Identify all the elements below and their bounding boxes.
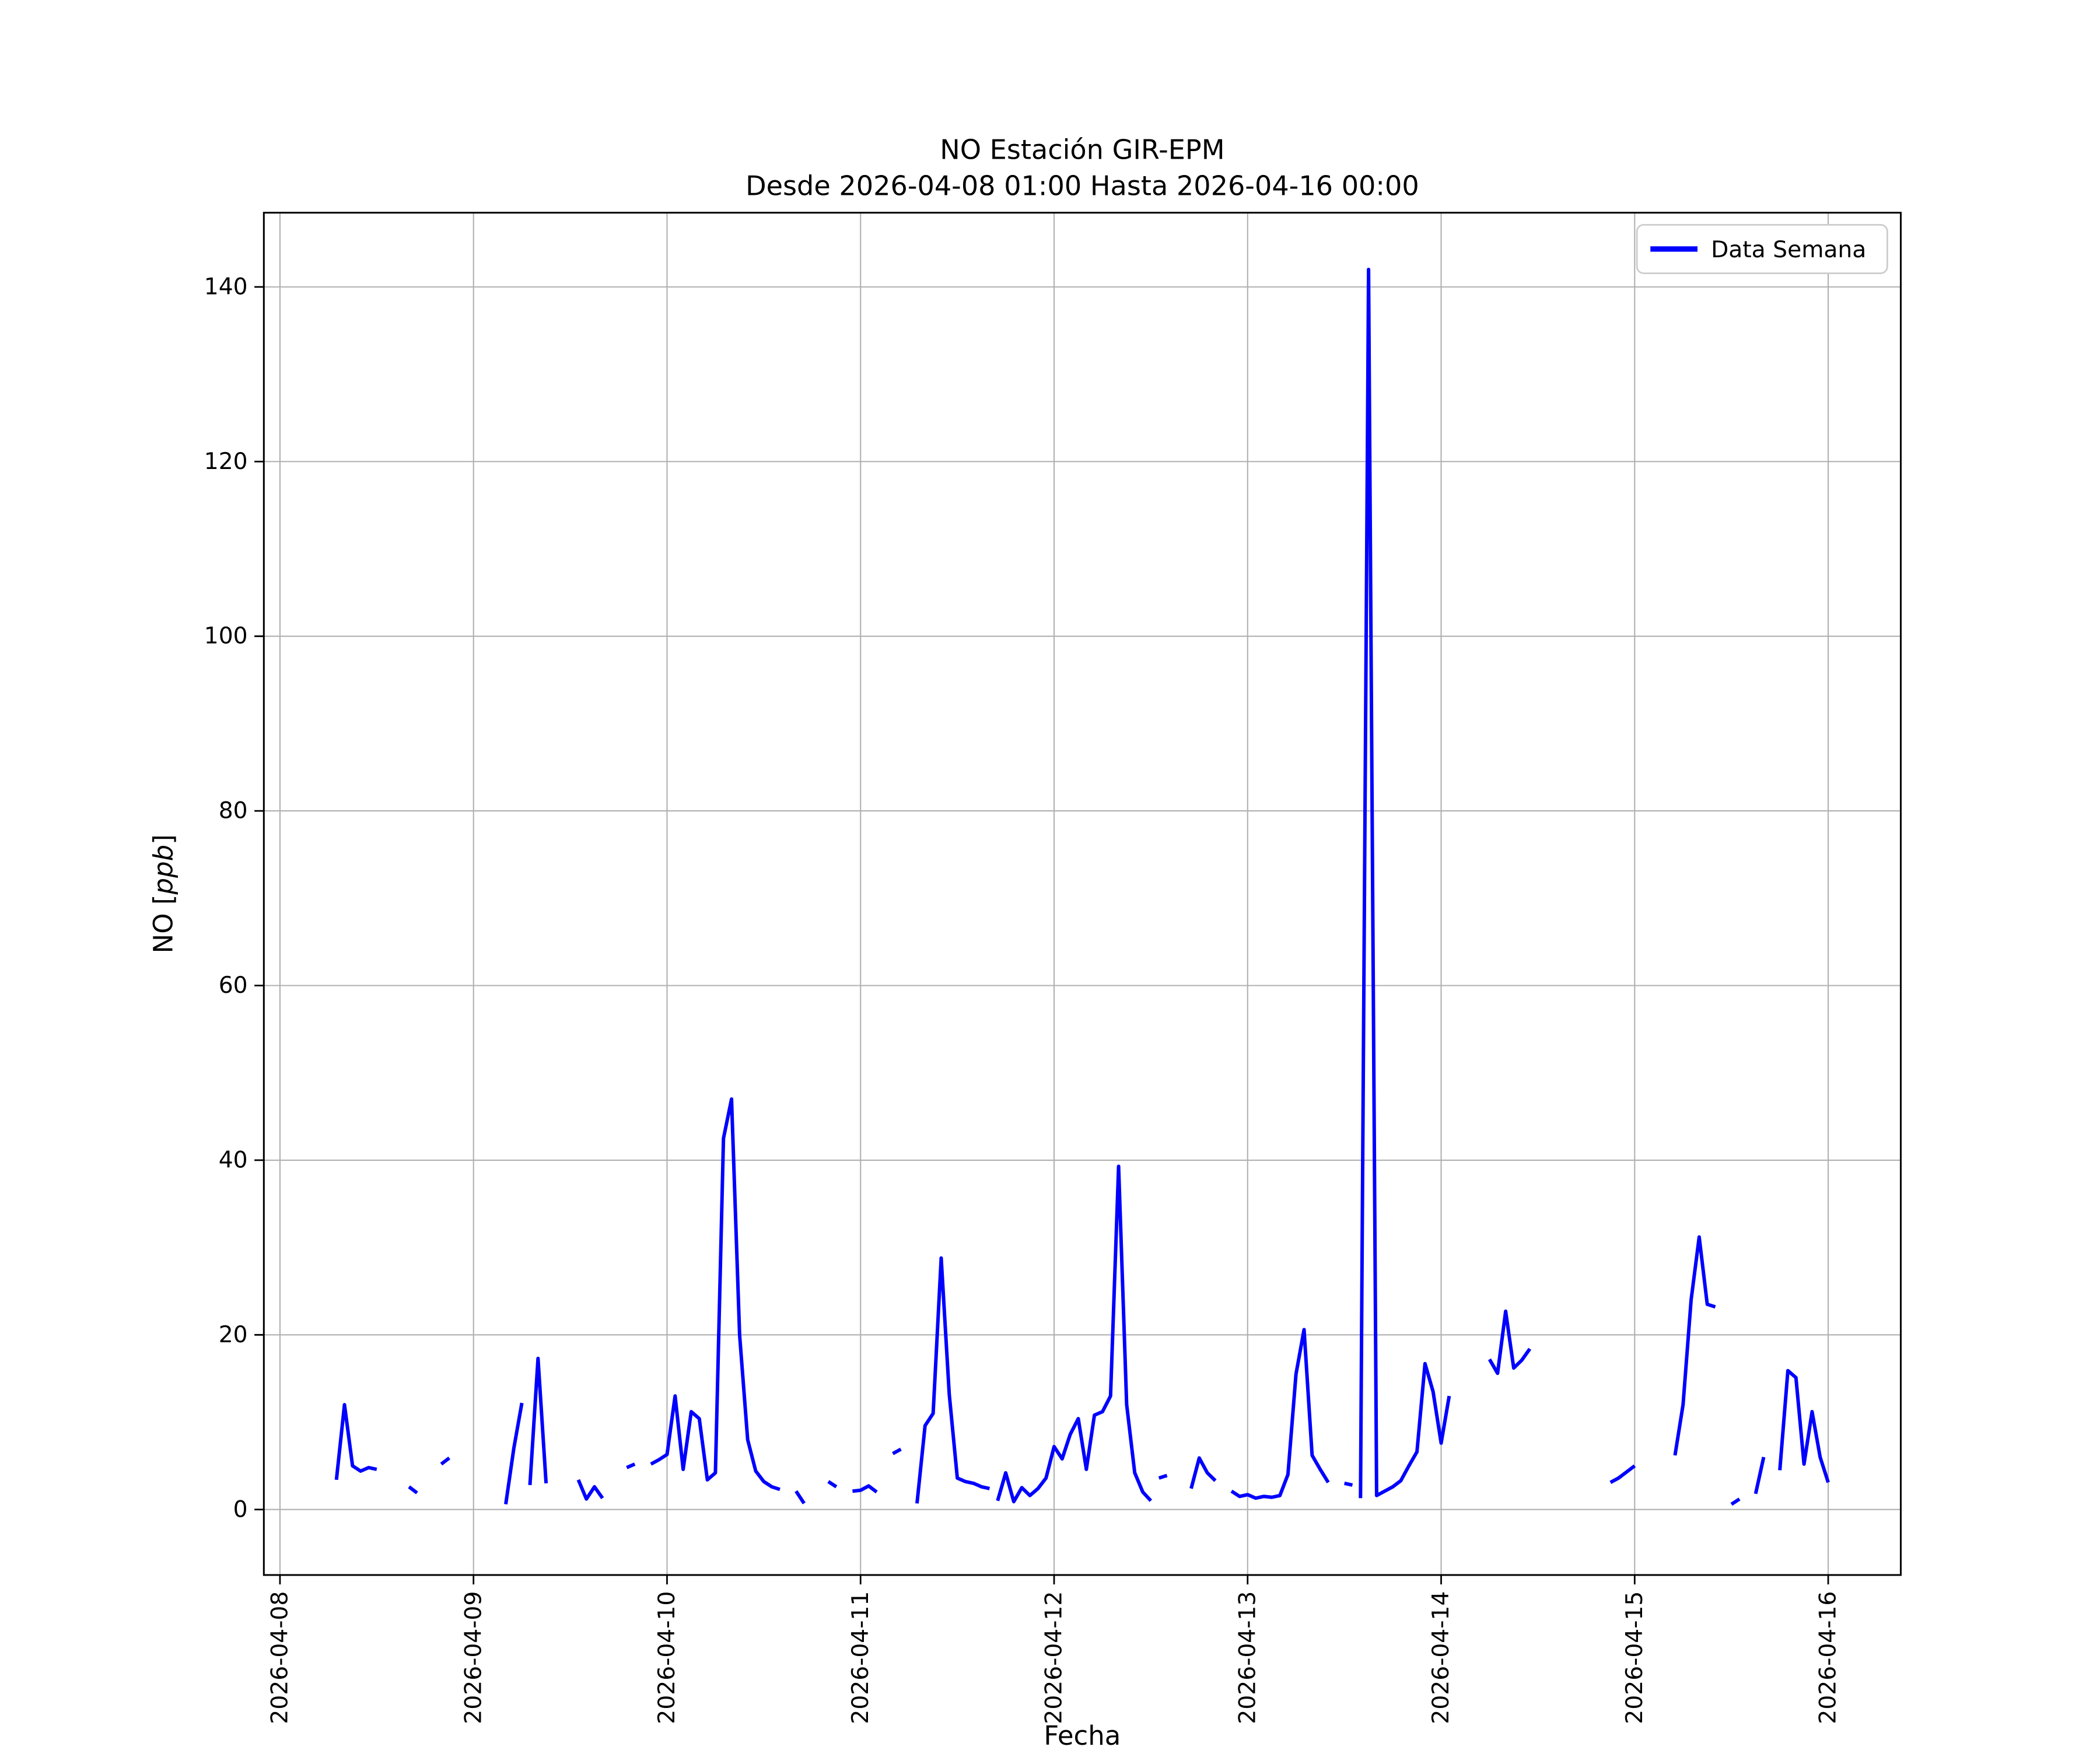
data-line-segment [1673,1235,1716,1456]
y-tick-label: 40 [219,1147,248,1173]
legend: Data Semana [1636,224,1888,274]
y-tick-label: 60 [219,972,248,999]
data-line-segment [1230,1328,1330,1500]
data-line-segment [1359,267,1451,1499]
data-series [334,267,1830,1506]
data-line-segment [892,1447,902,1455]
y-axis-label: NO [ppb] [148,834,178,953]
data-line-segment [1488,1309,1532,1376]
y-tick-label: 20 [219,1322,248,1348]
x-tick-label: 2026-04-16 [1815,1591,1842,1724]
data-line-segment [1778,1368,1830,1483]
data-line-segment [794,1490,806,1504]
data-line-segment [1344,1481,1353,1487]
data-line-segment [852,1484,878,1494]
data-line-segment [1158,1474,1168,1480]
data-line-segment [1189,1456,1217,1489]
axis-ticks [254,286,1829,1585]
x-tick-label: 2026-04-14 [1428,1591,1454,1724]
data-line-segment [504,1402,524,1505]
x-tick-label: 2026-04-08 [267,1591,293,1724]
y-tick-label: 0 [233,1496,248,1522]
data-line-segment [440,1457,451,1466]
x-tick-label: 2026-04-09 [460,1591,487,1724]
x-tick-label: 2026-04-10 [654,1591,680,1724]
y-tick-label: 140 [204,274,248,300]
data-line-segment [1754,1457,1766,1494]
grid-lines [264,212,1901,1575]
data-line-segment [996,1164,1153,1504]
data-line-segment [1609,1464,1636,1484]
x-tick-label: 2026-04-11 [848,1591,874,1724]
data-line-segment [1730,1497,1741,1506]
axis-tick-labels: 2026-04-08 2026-04-09 2026-04-10 2026-04-11… [204,274,1842,1724]
y-tick-label: 100 [204,623,248,649]
data-line-segment [626,1462,636,1469]
chart-subtitle: Desde 2026-04-08 01:00 Hasta 2026-04-16 … [746,170,1419,202]
data-line-segment [915,1256,991,1504]
data-line-segment [408,1485,418,1494]
data-line-segment [576,1479,604,1501]
x-axis-label: Fecha [1044,1720,1121,1750]
plot-border [262,212,1902,1576]
data-line-segment [528,1356,548,1485]
x-tick-label: 2026-04-15 [1622,1591,1648,1724]
y-tick-label: 120 [204,449,248,475]
x-tick-label: 2026-04-13 [1234,1591,1261,1724]
legend-box [1636,224,1888,274]
chart-title: NO Estación GIR-EPM [940,134,1224,165]
data-line-segment [334,1403,377,1480]
data-line-segment [650,1097,780,1492]
x-tick-label: 2026-04-12 [1041,1591,1068,1724]
y-tick-label: 80 [219,798,248,824]
legend-label: Data Semana [1711,237,1866,263]
data-line-segment [827,1480,838,1489]
